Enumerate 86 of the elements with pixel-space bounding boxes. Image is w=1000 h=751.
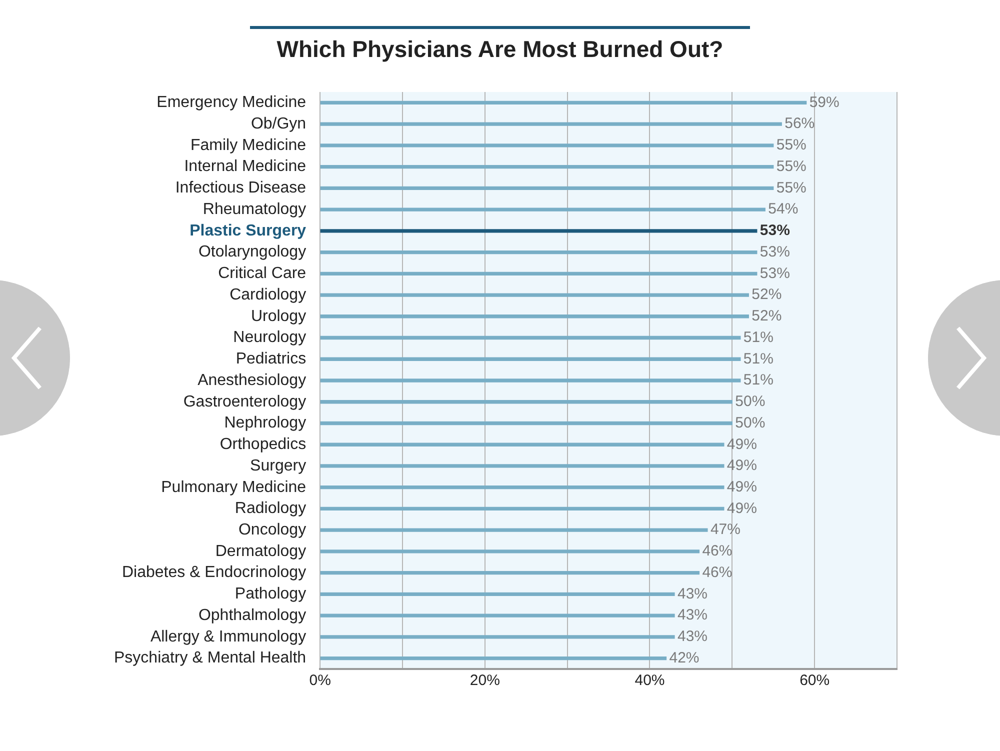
y-tick-label: Pediatrics: [236, 350, 306, 368]
x-tick-label: 40%: [634, 672, 665, 690]
y-tick-label: Neurology: [233, 329, 306, 346]
bar: [320, 144, 774, 148]
data-label: 52%: [752, 286, 782, 304]
y-tick-label: Urology: [250, 308, 306, 325]
data-label: 43%: [677, 585, 708, 602]
bar: [320, 100, 807, 105]
data-label: 55%: [776, 179, 806, 196]
bar: [320, 550, 700, 554]
data-label: 55%: [776, 158, 806, 175]
bar: [320, 122, 782, 126]
y-tick-label: Ob/Gyn: [250, 115, 306, 132]
bar: [320, 464, 724, 468]
data-label: 51%: [743, 350, 774, 368]
y-tick-label: Plastic Surgery: [190, 222, 306, 240]
bar: [320, 186, 774, 190]
y-tick-label: Pulmonary Medicine: [161, 478, 306, 496]
data-label: 49%: [726, 500, 757, 517]
y-tick-label: Dermatology: [215, 542, 306, 560]
bar: [320, 378, 741, 382]
x-tick-label: 60%: [800, 672, 830, 690]
y-tick-label: Otolaryngology: [198, 244, 306, 261]
bar: [320, 272, 758, 276]
bar: [320, 164, 774, 169]
x-tick-label: 0%: [309, 672, 331, 690]
y-tick-label: Cardiology: [230, 286, 306, 304]
y-tick-label: Allergy & Immunology: [150, 628, 306, 646]
y-tick-label: Radiology: [234, 500, 306, 518]
y-tick-label: Gastroenterology: [183, 393, 306, 410]
bar: [320, 208, 766, 212]
bar: [320, 635, 675, 639]
data-label: 49%: [726, 478, 757, 496]
y-tick-label: Orthopedics: [220, 436, 306, 454]
data-label: 52%: [752, 308, 782, 325]
y-tick-label: Anesthesiology: [198, 372, 306, 389]
bar: [320, 421, 732, 426]
bar: [320, 400, 732, 404]
data-label: 51%: [743, 372, 774, 389]
y-tick-label: Nephrology: [224, 414, 306, 432]
bar: [320, 293, 749, 297]
bar: [320, 229, 758, 233]
data-label: 54%: [768, 200, 798, 218]
data-label: 43%: [677, 606, 708, 624]
bar: [320, 506, 724, 511]
bar: [320, 336, 741, 340]
y-tick-label: Infectious Disease: [175, 180, 306, 197]
data-label: 51%: [743, 328, 774, 346]
bar: [320, 314, 749, 318]
y-tick-label: Critical Care: [218, 265, 306, 282]
data-label: 53%: [760, 264, 790, 282]
y-tick-label: Ophthalmology: [198, 606, 306, 624]
bar: [320, 486, 724, 490]
data-label: 50%: [735, 414, 766, 432]
data-label: 46%: [702, 542, 732, 560]
bar: [320, 250, 758, 254]
bar: [320, 614, 675, 618]
data-label: 49%: [726, 457, 757, 474]
data-label: 50%: [735, 393, 766, 410]
y-tick-label: Psychiatry & Mental Health: [114, 650, 306, 667]
y-tick-label: Internal Medicine: [184, 158, 306, 176]
y-tick-label: Rheumatology: [202, 200, 306, 218]
x-tick-label: 20%: [470, 672, 500, 690]
data-label: 43%: [677, 628, 708, 646]
y-tick-label: Surgery: [250, 457, 306, 474]
y-tick-label: Pathology: [234, 586, 306, 603]
data-label: 59%: [809, 94, 840, 111]
data-label: 49%: [726, 436, 757, 453]
data-label: 47%: [710, 521, 740, 538]
data-label: 53%: [760, 243, 790, 260]
bar: [320, 656, 667, 660]
y-tick-label: Diabetes & Endocrinology: [122, 564, 306, 582]
bar: [320, 592, 675, 596]
data-label: 56%: [784, 115, 815, 132]
data-label: 53%: [760, 222, 790, 240]
bar: [320, 442, 724, 446]
bar: [320, 571, 700, 575]
data-label: 42%: [669, 649, 700, 666]
y-tick-label: Emergency Medicine: [156, 94, 306, 112]
y-tick-label: Oncology: [238, 522, 306, 538]
bar: [320, 528, 708, 532]
data-label: 46%: [702, 564, 732, 581]
chart-title: Which Physicians Are Most Burned Out?: [250, 26, 750, 63]
bar: [320, 357, 741, 361]
y-tick-label: Family Medicine: [190, 136, 306, 154]
data-label: 55%: [776, 136, 806, 154]
